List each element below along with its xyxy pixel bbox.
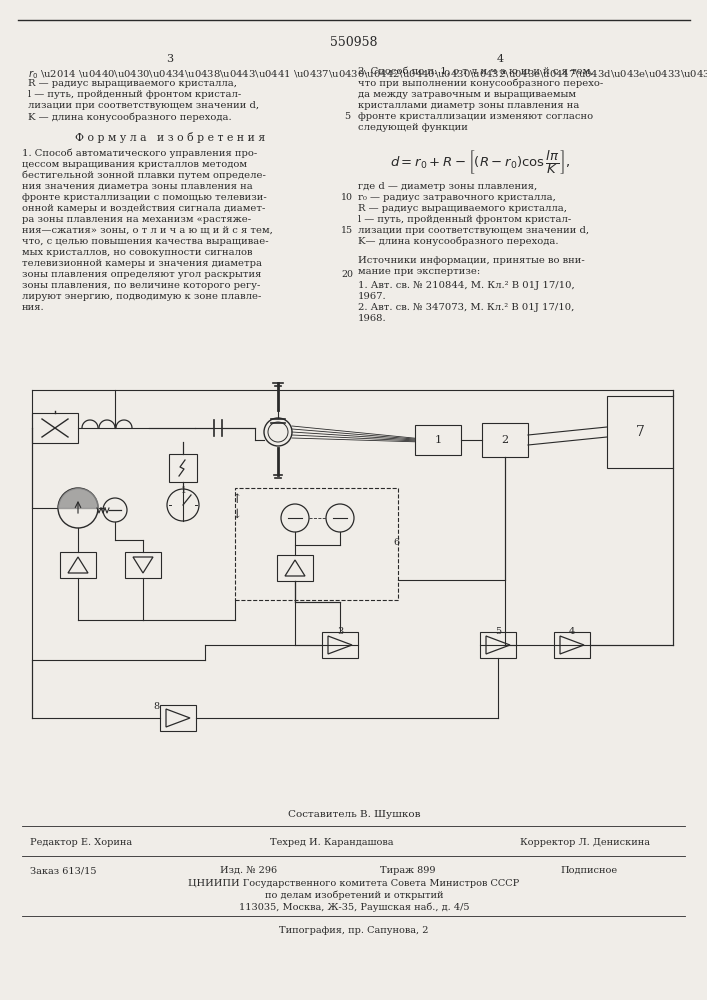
- Text: 3: 3: [337, 627, 343, 636]
- Text: 2. Авт. св. № 347073, М. Кл.² B 01J 17/10,: 2. Авт. св. № 347073, М. Кл.² B 01J 17/1…: [358, 303, 574, 312]
- Text: ра зоны плавления на механизм «растяже-: ра зоны плавления на механизм «растяже-: [22, 215, 251, 224]
- Bar: [415, 425, 461, 455]
- Text: что, с целью повышения качества выращивае-: что, с целью повышения качества выращива…: [22, 237, 269, 246]
- Text: Заказ 613/15: Заказ 613/15: [30, 866, 96, 875]
- Text: зоны плавления определяют угол раскрытия: зоны плавления определяют угол раскрытия: [22, 270, 262, 279]
- Text: 10: 10: [341, 193, 353, 202]
- Text: что при выполнении конусообразного перехо-: что при выполнении конусообразного перех…: [358, 79, 603, 89]
- Text: бестигельной зонной плавки путем определе-: бестигельной зонной плавки путем определ…: [22, 171, 266, 180]
- Text: R — радиус выращиваемого кристалла,: R — радиус выращиваемого кристалла,: [358, 204, 567, 213]
- Text: фронте кристаллизации изменяют согласно: фронте кристаллизации изменяют согласно: [358, 112, 593, 121]
- Text: 1968.: 1968.: [358, 314, 387, 323]
- Text: фронте кристаллизации с помощью телевизи-: фронте кристаллизации с помощью телевизи…: [22, 193, 267, 202]
- Text: где d — диаметр зоны плавления,: где d — диаметр зоны плавления,: [358, 182, 537, 191]
- Text: онной камеры и воздействия сигнала диамет-: онной камеры и воздействия сигнала диаме…: [22, 204, 265, 213]
- Text: 1967.: 1967.: [358, 292, 387, 301]
- Text: 4: 4: [496, 54, 503, 64]
- Text: цессом выращивания кристаллов методом: цессом выращивания кристаллов методом: [22, 160, 247, 169]
- Text: l — путь, пройденный фронтом кристал-: l — путь, пройденный фронтом кристал-: [358, 215, 571, 224]
- Text: Подписное: Подписное: [560, 866, 617, 875]
- Text: l — путь, пройденный фронтом кристал-: l — путь, пройденный фронтом кристал-: [28, 90, 241, 99]
- Text: да между затравочным и выращиваемым: да между затравочным и выращиваемым: [358, 90, 576, 99]
- Text: Корректор Л. Денискина: Корректор Л. Денискина: [520, 838, 650, 847]
- Text: Изд. № 296: Изд. № 296: [220, 866, 277, 875]
- Bar: [60, 552, 96, 578]
- Text: 1. Авт. св. № 210844, М. Кл.² B 01J 17/10,: 1. Авт. св. № 210844, М. Кл.² B 01J 17/1…: [358, 281, 575, 290]
- Text: ния значения диаметра зоны плавления на: ния значения диаметра зоны плавления на: [22, 182, 252, 191]
- Text: 1. Способ автоматического управления про-: 1. Способ автоматического управления про…: [22, 149, 257, 158]
- Text: мых кристаллов, но совокупности сигналов: мых кристаллов, но совокупности сигналов: [22, 248, 252, 257]
- Text: 2: 2: [501, 435, 508, 445]
- Text: 550958: 550958: [330, 36, 378, 49]
- Bar: [169, 454, 197, 482]
- Bar: [554, 632, 590, 658]
- Text: 6: 6: [393, 538, 399, 547]
- Bar: [322, 632, 358, 658]
- Text: r₀ — радиус затравочного кристалла,: r₀ — радиус затравочного кристалла,: [358, 193, 556, 202]
- Text: 113035, Москва, Ж-35, Раушская наб., д. 4/5: 113035, Москва, Ж-35, Раушская наб., д. …: [239, 903, 469, 912]
- Bar: [480, 632, 516, 658]
- Text: 8: 8: [153, 702, 159, 711]
- Text: 3: 3: [166, 54, 173, 64]
- Text: 1: 1: [181, 486, 187, 495]
- Text: следующей функции: следующей функции: [358, 123, 468, 132]
- Text: лизации при соответствующем значении d,: лизации при соответствующем значении d,: [358, 226, 589, 235]
- Bar: [607, 396, 673, 468]
- Text: 2. Способ по п. 1, о т л и ч а ю щ и й с я тем,: 2. Способ по п. 1, о т л и ч а ю щ и й с…: [358, 68, 593, 77]
- Text: 4: 4: [569, 627, 575, 636]
- Text: лируют энергию, подводимую к зоне плавле-: лируют энергию, подводимую к зоне плавле…: [22, 292, 262, 301]
- Text: 1: 1: [434, 435, 442, 445]
- Text: мание при экспертизе:: мание при экспертизе:: [358, 267, 480, 276]
- Text: $r_0$ \u2014 \u0440\u0430\u0434\u0438\u0443\u0441 \u0437\u0430\u0442\u0440\u0430: $r_0$ \u2014 \u0440\u0430\u0434\u0438\u0…: [28, 68, 707, 81]
- Text: кристаллами диаметр зоны плавления на: кристаллами диаметр зоны плавления на: [358, 101, 579, 110]
- Text: Составитель В. Шушков: Составитель В. Шушков: [288, 810, 420, 819]
- Text: ния—сжатия» зоны, о т л и ч а ю щ и й с я тем,: ния—сжатия» зоны, о т л и ч а ю щ и й с …: [22, 226, 273, 235]
- Text: Источники информации, принятые во вни-: Источники информации, принятые во вни-: [358, 256, 585, 265]
- Text: ЦНИИПИ Государственного комитета Совета Министров СССР: ЦНИИПИ Государственного комитета Совета …: [188, 879, 520, 888]
- Text: ↓: ↓: [232, 508, 243, 521]
- Text: зоны плавления, по величине которого регу-: зоны плавления, по величине которого рег…: [22, 281, 260, 290]
- Bar: [125, 552, 161, 578]
- Bar: [277, 555, 313, 581]
- Bar: [32, 413, 78, 443]
- Text: 15: 15: [341, 226, 353, 235]
- Bar: [482, 423, 528, 457]
- Bar: [160, 705, 196, 731]
- Text: Типография, пр. Сапунова, 2: Типография, пр. Сапунова, 2: [279, 926, 428, 935]
- Bar: [235, 488, 398, 600]
- Text: 7: 7: [636, 425, 645, 439]
- Text: 20: 20: [341, 270, 353, 279]
- Text: 5: 5: [495, 627, 501, 636]
- Text: $d = r_0 + R - \left[(R - r_0)\cos\dfrac{l\pi}{K}\right],$: $d = r_0 + R - \left[(R - r_0)\cos\dfrac…: [390, 148, 570, 176]
- Text: 5: 5: [344, 112, 350, 121]
- Text: ния.: ния.: [22, 303, 45, 312]
- Text: K— длина конусообразного перехода.: K— длина конусообразного перехода.: [358, 237, 559, 246]
- Text: Ф о р м у л а   и з о б р е т е н и я: Ф о р м у л а и з о б р е т е н и я: [75, 132, 265, 143]
- Text: Техред И. Карандашова: Техред И. Карандашова: [270, 838, 394, 847]
- Text: R — радиус выращиваемого кристалла,: R — радиус выращиваемого кристалла,: [28, 79, 237, 88]
- Text: Редактор Е. Хорина: Редактор Е. Хорина: [30, 838, 132, 847]
- Text: по делам изобретений и открытий: по делам изобретений и открытий: [264, 891, 443, 900]
- Text: телевизионной камеры и значения диаметра: телевизионной камеры и значения диаметра: [22, 259, 262, 268]
- Text: Тираж 899: Тираж 899: [380, 866, 436, 875]
- Text: ↑: ↑: [232, 493, 243, 506]
- Text: K — длина конусообразного перехода.: K — длина конусообразного перехода.: [28, 112, 232, 121]
- Text: лизации при соответствующем значении d,: лизации при соответствующем значении d,: [28, 101, 259, 110]
